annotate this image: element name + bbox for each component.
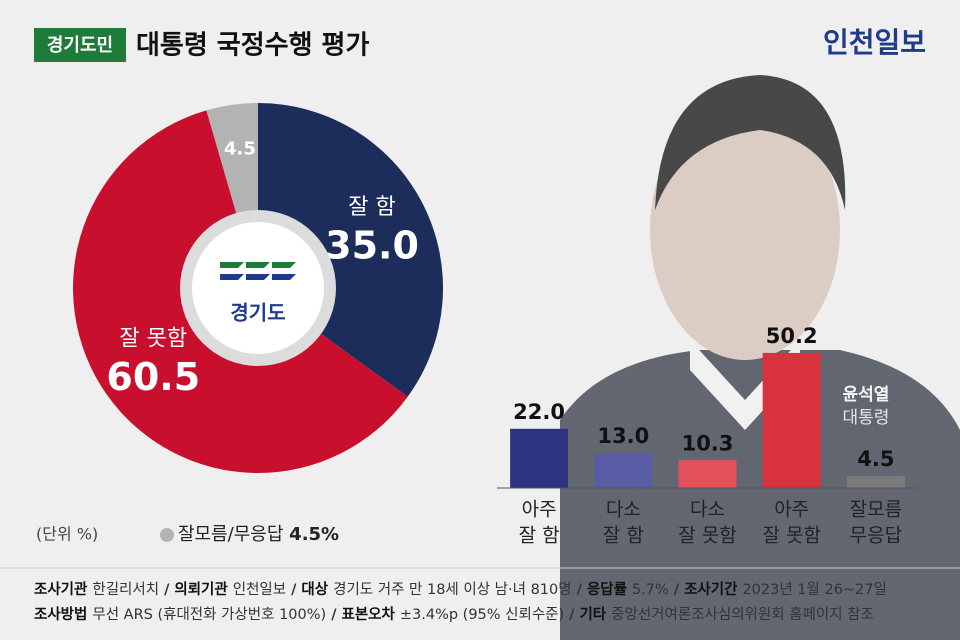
footer-text: 무선 ARS (휴대전화 가상번호 100%) [92, 606, 326, 623]
separator: / [569, 607, 575, 623]
center [192, 222, 324, 354]
pie-slice [258, 103, 443, 397]
footer-text: 2023년 1월 26~27일 [742, 581, 886, 598]
slice-label: 잘 함 [348, 195, 395, 220]
footer-text: 인천일보 [233, 581, 286, 598]
legend-label: 잘모름/무응답 [178, 524, 283, 545]
logo-stripe [272, 262, 296, 268]
center-label: 경기도 [230, 301, 285, 325]
x-tick-label: 아주 [774, 499, 809, 521]
brand: 인천일보 [823, 26, 926, 59]
footer-text: ±3.4%p (95% 신뢰수준) [400, 606, 564, 623]
logo-stripe [272, 274, 296, 280]
separator: / [291, 582, 297, 598]
badge-box [34, 28, 126, 62]
legend-dot [160, 528, 174, 542]
bar [762, 352, 821, 488]
footer-text: 중앙선거여론조사심의위원회 홈페이지 참조 [611, 606, 874, 623]
photo-caption: 윤석열 [843, 385, 890, 405]
title: 대통령 국정수행 평가 [136, 31, 369, 61]
bar-value: 10.3 [682, 431, 734, 455]
bar [846, 475, 905, 488]
x-tick-label: 잘 함 [519, 525, 560, 547]
footer-line: 조사방법 무선 ARS (휴대전화 가상번호 100%) / 표본오차 ±3.4%p (… [34, 605, 874, 623]
logo-stripe [246, 274, 270, 280]
bar-value: 4.5 [857, 447, 894, 471]
separator: / [577, 582, 583, 598]
footer-label: 조사기간 [684, 581, 738, 598]
footer-label: 조사기관 [34, 581, 88, 598]
footer-line: 조사기관 한길리서치 / 의뢰기관 인천일보 / 대상 경기도 거주 만 18세 이상 남·녀… [34, 580, 887, 598]
bar [510, 428, 569, 488]
footer-text: 5.7% [632, 582, 669, 598]
bar-value: 50.2 [766, 324, 818, 348]
slice-label: 잘 못함 [119, 327, 187, 352]
footer-text: 한길리서치 [92, 581, 159, 598]
x-tick-label: 잘모름 [850, 499, 902, 521]
separator: / [674, 582, 680, 598]
x-tick-label: 잘 함 [603, 525, 644, 547]
slice-value: 4.5 [224, 138, 256, 159]
legend-value: 4.5% [289, 524, 339, 545]
bar-value: 22.0 [513, 400, 565, 424]
x-tick-label: 다소 [690, 499, 725, 521]
slice-value: 60.5 [106, 355, 200, 399]
photo-caption: 대통령 [843, 408, 890, 428]
footer-label: 기타 [579, 606, 606, 623]
x-tick-label: 잘 못함 [762, 525, 820, 547]
logo-stripe [220, 262, 244, 268]
x-tick-label: 잘 못함 [678, 525, 736, 547]
bar [678, 460, 737, 488]
x-tick-label: 다소 [606, 499, 641, 521]
legend: 잘모름/무응답 4.5% [178, 524, 339, 545]
logo-stripe [246, 262, 270, 268]
unit-note: (단위 %) [36, 525, 98, 544]
footer-label: 의뢰기관 [174, 580, 228, 598]
footer-label: 조사방법 [34, 605, 87, 623]
logo-stripe [220, 274, 244, 280]
x-tick-label: 무응답 [850, 525, 902, 547]
footer-label: 표본오차 [341, 606, 395, 623]
separator: / [331, 607, 337, 623]
slice-value: 35.0 [325, 223, 419, 267]
badge: 경기도민 [47, 35, 113, 56]
footer-label: 대상 [301, 581, 328, 598]
separator: / [164, 582, 170, 598]
bar [594, 453, 653, 488]
footer-label: 응답률 [587, 580, 627, 598]
x-tick-label: 아주 [522, 499, 557, 521]
bar-value: 13.0 [597, 424, 649, 448]
footer-text: 경기도 거주 만 18세 이상 남·녀 810명 [333, 581, 571, 598]
